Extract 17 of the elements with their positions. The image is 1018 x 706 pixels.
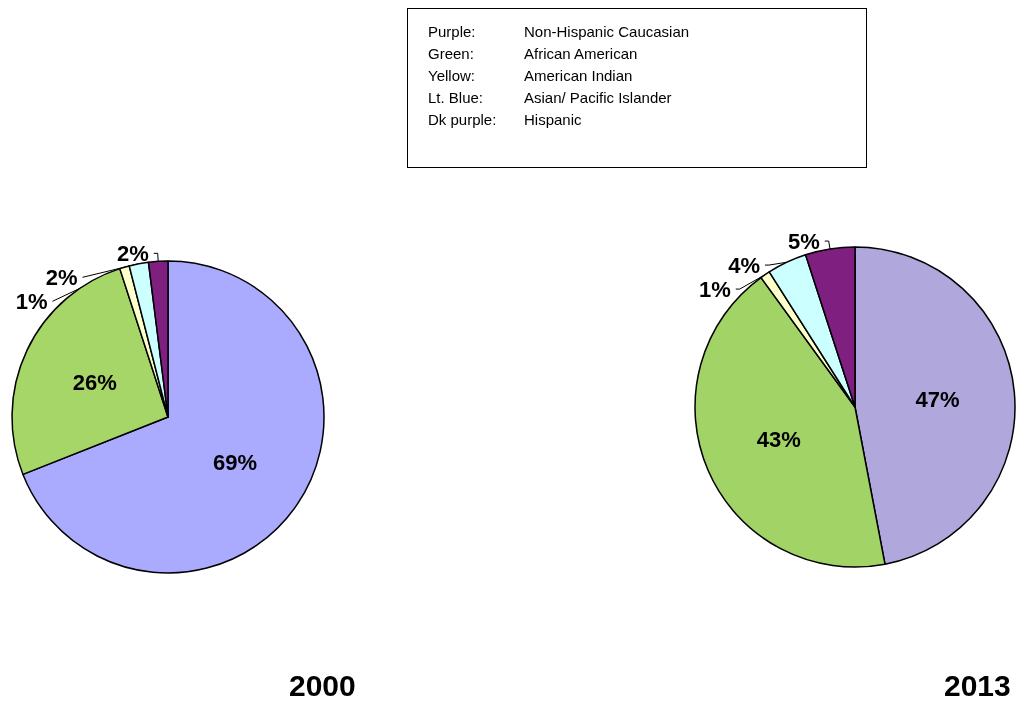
text: 2000 bbox=[289, 668, 356, 702]
data-label: 1% bbox=[15, 288, 48, 314]
text: Purple: Non-Hispanic Caucasian bbox=[428, 23, 690, 40]
data-label: 47% bbox=[915, 386, 960, 412]
data-label: 5% bbox=[787, 228, 820, 254]
text: Yellow: American Indian bbox=[428, 67, 633, 84]
data-label: 2% bbox=[116, 240, 149, 266]
data-label: 26% bbox=[72, 370, 117, 396]
data-label: 1% bbox=[698, 276, 731, 302]
text: Dk purple: Hispanic bbox=[428, 111, 582, 128]
data-label: 2% bbox=[45, 264, 78, 290]
text: 2013 bbox=[944, 668, 1011, 702]
text: Green: African American bbox=[428, 45, 638, 62]
data-label: 4% bbox=[728, 252, 760, 278]
data-label: 43% bbox=[756, 427, 801, 453]
data-label: 69% bbox=[212, 450, 258, 476]
text: Lt. Blue: Asian/ Pacific Islander bbox=[428, 89, 672, 106]
